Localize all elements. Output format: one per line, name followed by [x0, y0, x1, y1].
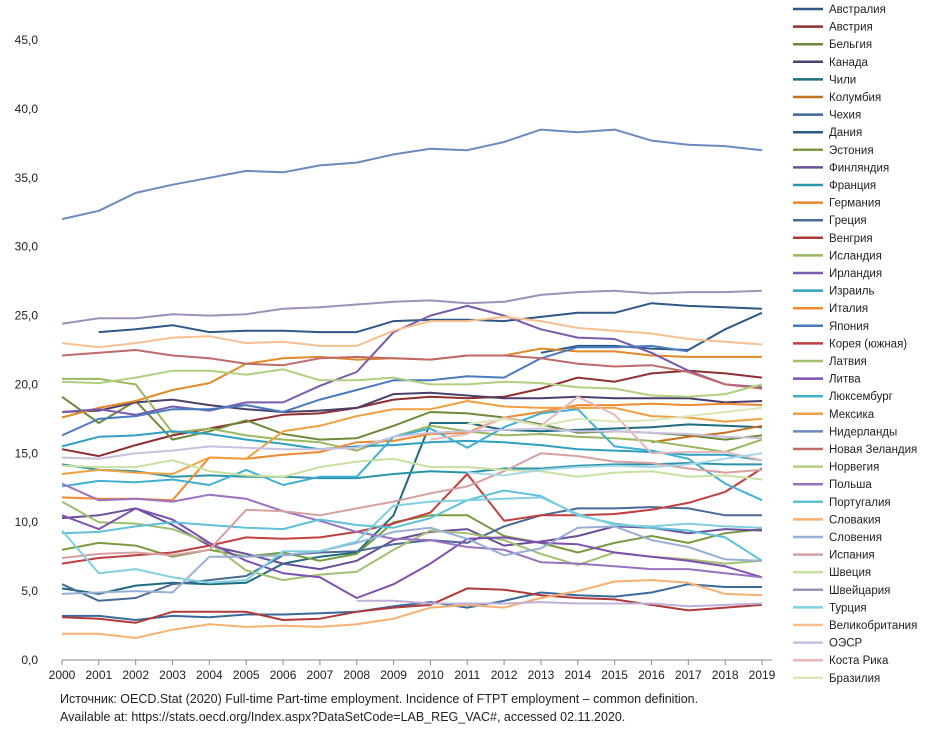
legend-label: Бельгия [829, 39, 872, 51]
legend-label: Словакия [829, 514, 881, 526]
x-tick-label: 2018 [712, 668, 739, 682]
y-tick-label: 25,0 [15, 309, 39, 323]
legend-label: Коста Рика [829, 655, 889, 667]
legend-label: Греция [829, 215, 867, 227]
series-line [62, 469, 762, 564]
legend-label: Германия [829, 198, 881, 210]
legend-label: Турция [829, 602, 867, 614]
legend-label: Австралия [829, 4, 886, 16]
x-tick-label: 2012 [491, 668, 518, 682]
y-tick-label: 15,0 [15, 446, 39, 460]
legend-label: Чехия [829, 110, 861, 122]
y-tick-label: 30,0 [15, 240, 39, 254]
legend-label: Израиль [829, 286, 874, 298]
legend-label: Великобритания [829, 620, 917, 632]
legend-label: Португалия [829, 497, 891, 509]
series-line [62, 291, 762, 324]
line-chart: 0,0 5,0 10,0 15,0 20,0 25,0 30,0 35,0 40,0 45,0 2… [0, 0, 934, 690]
legend-label: Испания [829, 550, 875, 562]
legend-label: Словения [829, 532, 882, 544]
legend-label: Италия [829, 303, 868, 315]
series-line [99, 303, 762, 332]
series-line [62, 317, 762, 347]
x-tick-label: 2005 [233, 668, 260, 682]
source-caption: Источник: OECD.Stat (2020) Full-time Par… [60, 690, 920, 726]
x-tick-label: 2015 [601, 668, 628, 682]
legend-label: Новая Зеландия [829, 444, 917, 456]
legend-label: Исландия [829, 250, 882, 262]
legend-label: Нидерланды [829, 426, 897, 438]
series-line [62, 130, 762, 220]
x-tick-label: 2004 [196, 668, 223, 682]
x-tick-label: 2006 [270, 668, 297, 682]
legend-label: Швейцария [829, 585, 890, 597]
legend-label: Эстония [829, 145, 874, 157]
x-tick-label: 2013 [528, 668, 555, 682]
legend-label: Люксембург [829, 391, 893, 403]
legend-label: Финляндия [829, 162, 889, 174]
x-tick-label: 2007 [307, 668, 334, 682]
legend-label: Бразилия [829, 673, 880, 685]
legend-label: ОЭСР [829, 638, 863, 650]
y-tick-label: 35,0 [15, 171, 39, 185]
x-tick-label: 2003 [159, 668, 186, 682]
legend-label: Польша [829, 479, 872, 491]
x-tick-label: 2009 [380, 668, 407, 682]
y-tick-label: 5,0 [21, 584, 38, 598]
legend-label: Норвегия [829, 462, 879, 474]
x-tick-label: 2001 [85, 668, 112, 682]
legend-label: Ирландия [829, 268, 882, 280]
x-tick-label: 2000 [49, 668, 76, 682]
x-tick-label: 2002 [122, 668, 149, 682]
legend-label: Япония [829, 321, 869, 333]
series-line [62, 409, 762, 500]
series-lines [62, 130, 762, 638]
legend: Австралия Австрия Бельгия Канада Чили Колумби… [793, 4, 917, 690]
series-line [62, 580, 762, 638]
legend-label: Швеция [829, 567, 871, 579]
legend-label: Чили [829, 74, 856, 86]
legend-label: Колумбия [829, 92, 881, 104]
x-tick-label: 2014 [564, 668, 591, 682]
y-tick-label: 40,0 [15, 102, 39, 116]
x-tick-label: 2016 [638, 668, 665, 682]
legend-label: Латвия [829, 356, 867, 368]
y-tick-label: 0,0 [21, 653, 38, 667]
x-tick-label: 2011 [454, 668, 480, 682]
legend-label: Франция [829, 180, 876, 192]
legend-label: Мексика [829, 409, 875, 421]
series-line [62, 588, 762, 622]
x-axis: 2000 2001 2002 2003 2004 2005 2006 2007 2008 2009… [49, 660, 776, 682]
legend-label: Корея (южная) [829, 338, 907, 350]
x-tick-label: 2010 [417, 668, 444, 682]
legend-label: Дания [829, 127, 862, 139]
x-tick-label: 2017 [675, 668, 702, 682]
legend-label: Канада [829, 57, 869, 69]
x-tick-label: 2008 [343, 668, 370, 682]
legend-label: Литва [829, 374, 861, 386]
legend-label: Венгрия [829, 233, 873, 245]
legend-label: Австрия [829, 22, 873, 34]
y-axis-labels: 0,0 5,0 10,0 15,0 20,0 25,0 30,0 35,0 40,0 45,0 [15, 33, 39, 667]
y-tick-label: 20,0 [15, 377, 39, 391]
y-tick-label: 10,0 [15, 515, 39, 529]
y-tick-label: 45,0 [15, 33, 39, 47]
source-line-1: Источник: OECD.Stat (2020) Full-time Par… [60, 690, 920, 708]
source-line-2: Available at: https://stats.oecd.org/Ind… [60, 708, 920, 726]
x-tick-label: 2019 [749, 668, 776, 682]
